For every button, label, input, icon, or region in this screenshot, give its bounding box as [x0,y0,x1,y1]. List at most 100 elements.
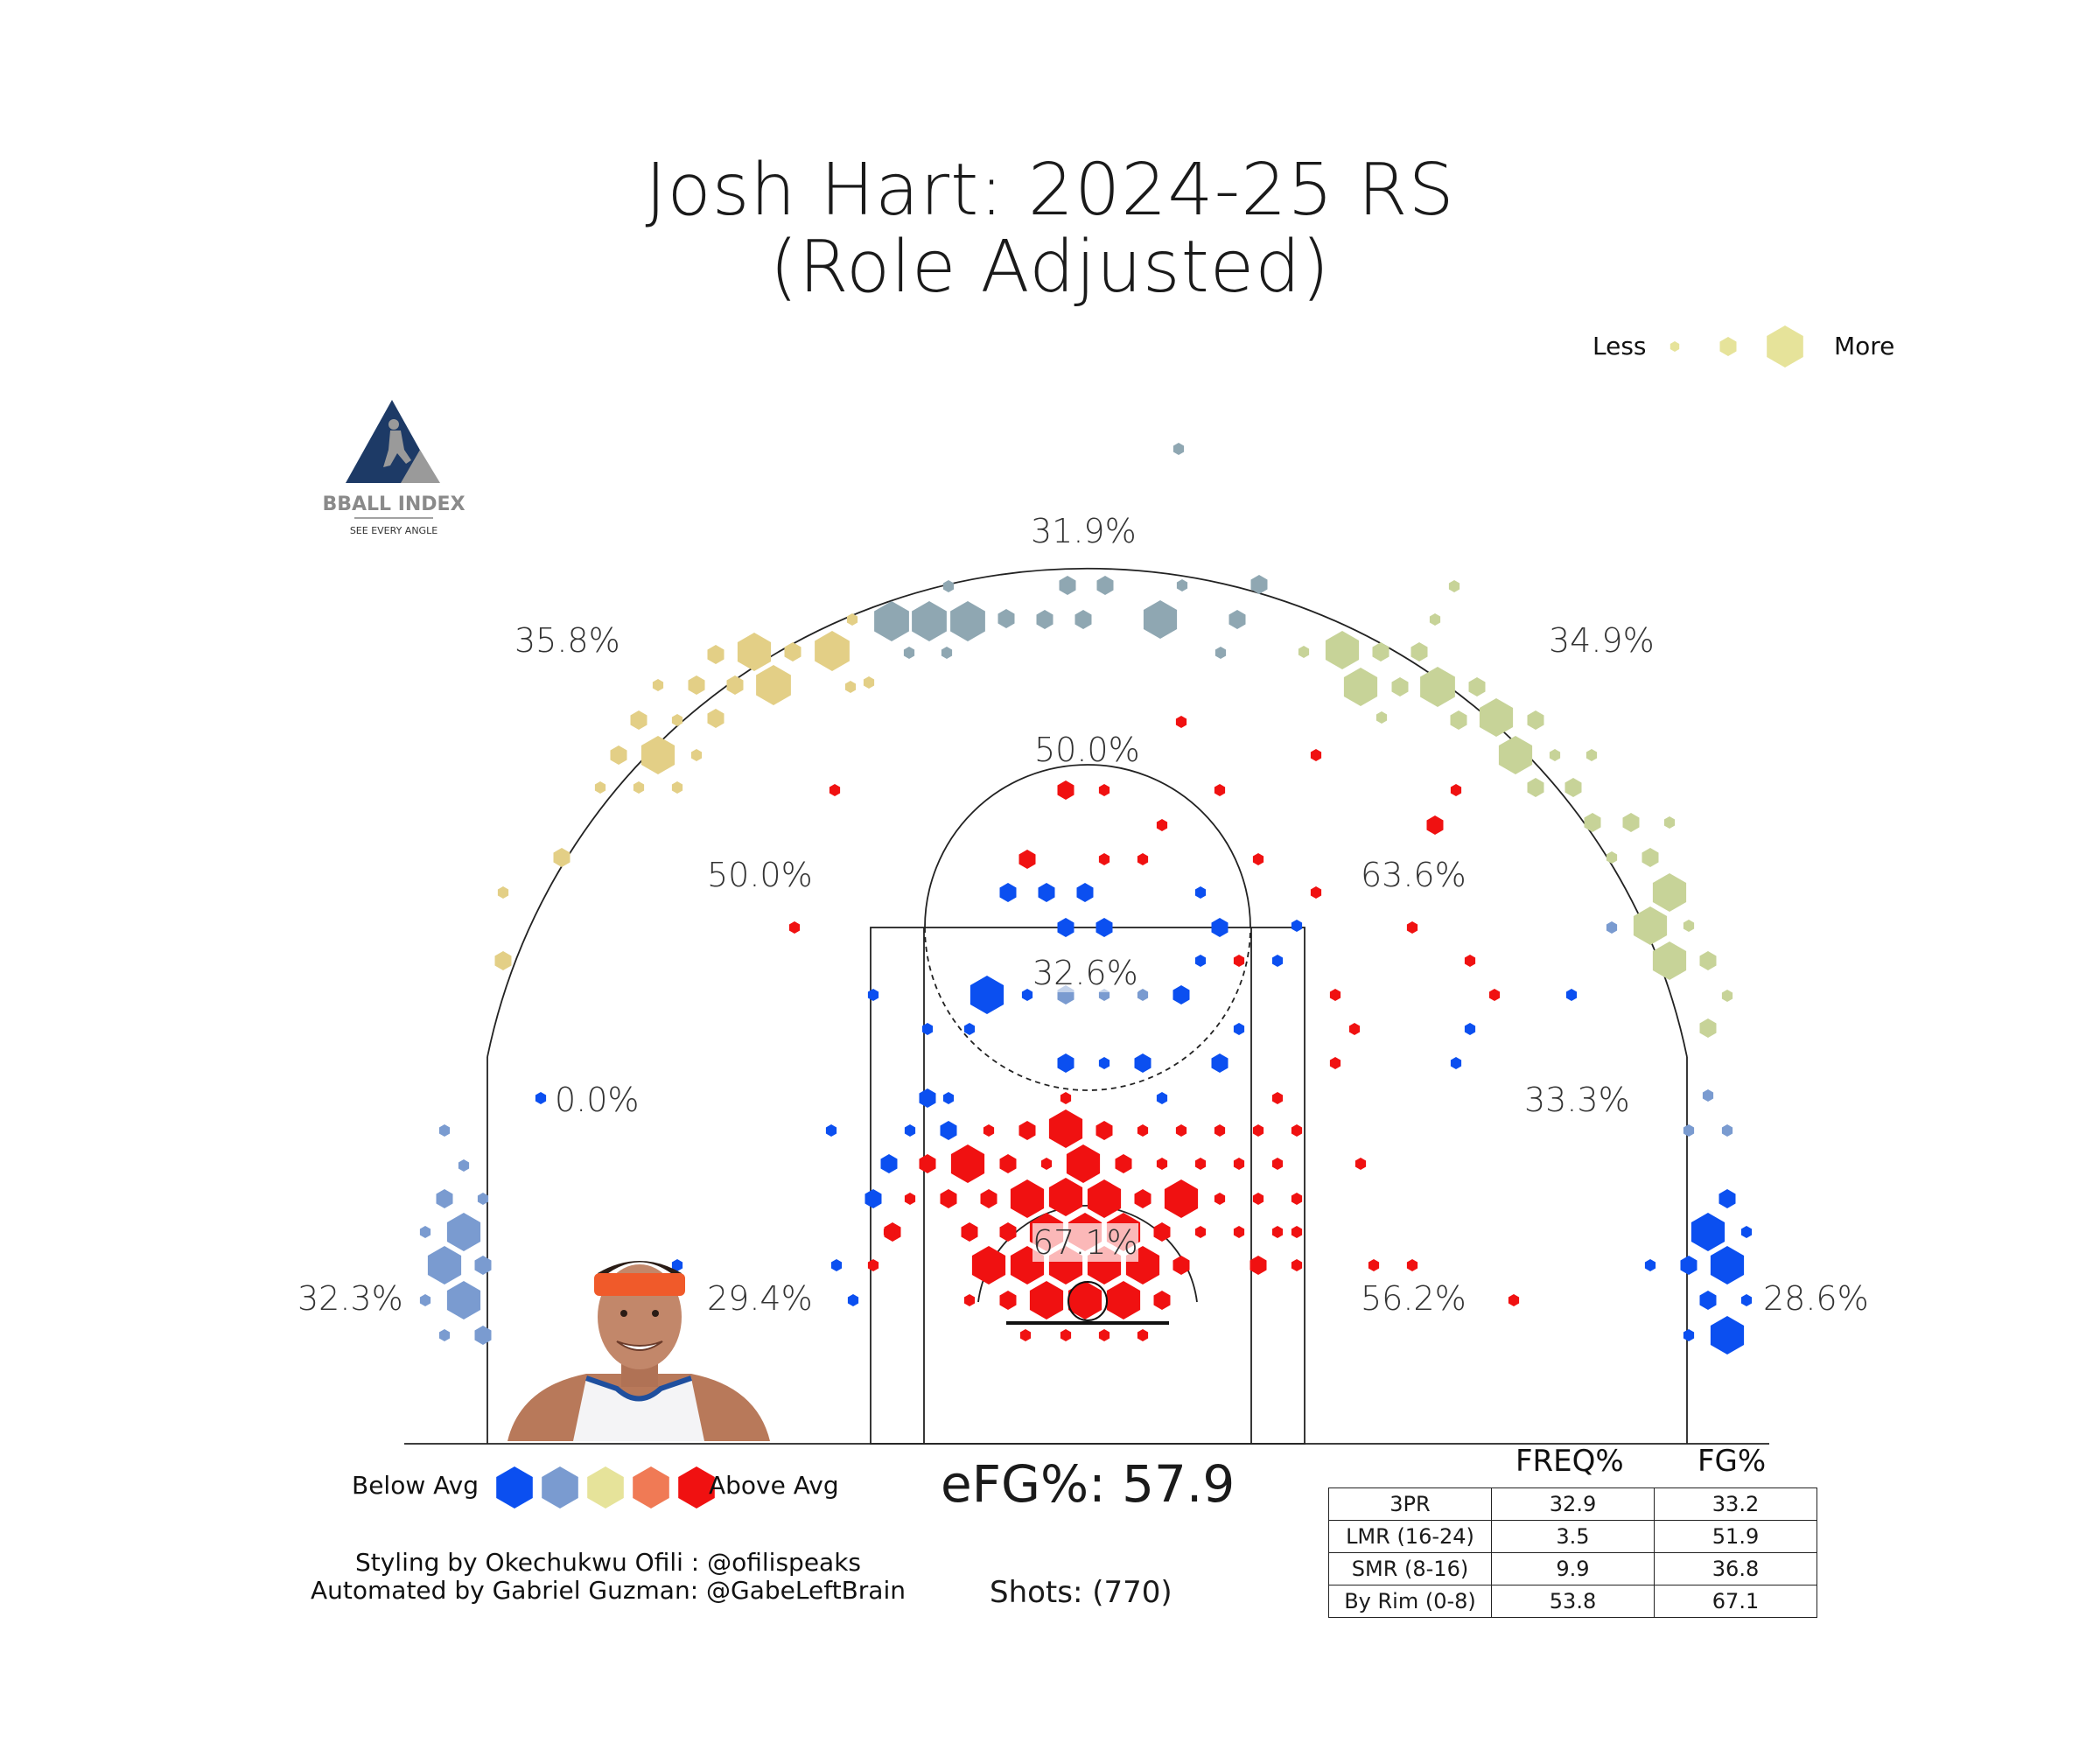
row-label: By Rim (0-8) [1328,1585,1492,1618]
shot-hex [1644,1259,1656,1271]
shot-hex [1214,1193,1226,1205]
shot-hex [1291,1193,1303,1205]
shot-hex [1164,1180,1199,1218]
shot-hex [1233,1226,1245,1238]
shot-hex [1479,698,1514,737]
size-legend-medium-hex [1719,337,1737,356]
shot-hex [998,609,1015,628]
shot-hex [1172,985,1190,1004]
shot-hex [1606,851,1618,864]
shot-hex [707,709,724,728]
size-legend-less: Less [1592,332,1647,360]
shot-hex [1549,749,1561,761]
shot-hex [829,784,841,796]
row-freq: 9.9 [1491,1552,1655,1586]
shot-hex [1683,1329,1695,1341]
shot-hex [690,749,703,761]
zone-label-left-corner-three: 32.3% [298,1279,403,1318]
shot-hex [1699,951,1717,970]
shot-hex [1074,610,1092,629]
zone-label-right-long-mid: 63.6% [1361,856,1466,894]
shot-hex [1048,1110,1083,1148]
shot-hex [707,645,724,664]
player-photo [508,1261,770,1441]
shot-hex [880,1154,898,1173]
shot-hex [904,1124,916,1137]
shot-hex [1564,778,1582,797]
shot-hex [1029,1281,1064,1320]
shot-hex [474,1326,492,1345]
shot-hex [438,1124,451,1137]
shot-hex [1298,646,1310,658]
shot-hex [1450,1057,1462,1069]
shot-hex [427,1246,462,1284]
color-legend-above-label: Above Avg [709,1471,839,1500]
row-fg: 33.2 [1654,1488,1817,1521]
shot-hex [844,681,857,693]
logo-player-head [388,419,399,430]
shot-hex [999,1222,1017,1242]
shots-count: Shots: (770) [990,1575,1172,1610]
shot-hex [1010,1180,1045,1218]
shot-hex [1586,749,1598,761]
size-legend-large-hex [1767,326,1803,368]
shot-hex [1488,989,1501,1001]
color-legend-hex-4 [678,1466,715,1508]
shot-hex [1721,990,1733,1002]
table-row: By Rim (0-8) 53.8 67.1 [1328,1585,1817,1618]
row-fg: 67.1 [1654,1585,1817,1618]
shot-hex [867,1259,879,1271]
shot-hex [688,676,705,695]
shot-hex [1329,1057,1341,1069]
shot-hex [1153,1291,1171,1310]
shot-hex [446,1213,481,1251]
shot-hex [474,1256,492,1275]
three-point-arc [486,567,1688,1058]
shot-hex [1233,1023,1245,1035]
shot-hex [1250,575,1268,594]
shot-hex [1175,716,1187,728]
shot-hex [1194,955,1207,967]
shot-hex [950,601,985,641]
shot-hex [1214,784,1226,796]
size-legend [1670,326,1803,368]
shot-hex [1018,1121,1036,1140]
shot-hex [1153,1222,1171,1242]
shot-hex [1310,886,1322,899]
shot-hex [921,1023,934,1035]
shot-hex [436,1189,453,1208]
shot-hex [863,676,875,689]
shot-hex [940,1121,957,1140]
shot-hex [1137,1329,1149,1341]
shot-hex [942,580,955,592]
shot-hex [1172,1256,1190,1275]
table-row: 3PR 32.9 33.2 [1328,1488,1817,1521]
shot-hex [1690,1213,1726,1251]
zone-label-right-short-mid: 56.2% [1361,1279,1466,1318]
shot-hex [1271,1158,1284,1170]
shot-hex [1194,1226,1207,1238]
shot-hex [825,1124,837,1137]
row-label: SMR (8-16) [1328,1552,1492,1586]
shot-hex [1098,853,1110,865]
shot-hex [1699,1291,1717,1310]
shot-hex [1468,677,1486,696]
shot-hex [1106,1281,1141,1320]
shot-hex [1038,883,1055,902]
shot-hex [1066,1144,1101,1183]
shot-hex [815,631,850,671]
shot-hex [737,633,772,671]
shot-hex [1060,1329,1072,1341]
shot-hex [1740,1294,1753,1306]
shot-hex [1291,1259,1303,1271]
shot-hex [846,613,858,626]
shot-hex [1325,631,1360,669]
shot-hex [1429,613,1441,626]
shot-hex [1343,668,1378,706]
shot-hex [1194,1158,1207,1170]
zone-label-top-three: 31.9% [1031,512,1137,550]
shot-hex [961,1222,978,1242]
shot-hex [671,781,683,794]
shot-hex [1134,1054,1152,1073]
